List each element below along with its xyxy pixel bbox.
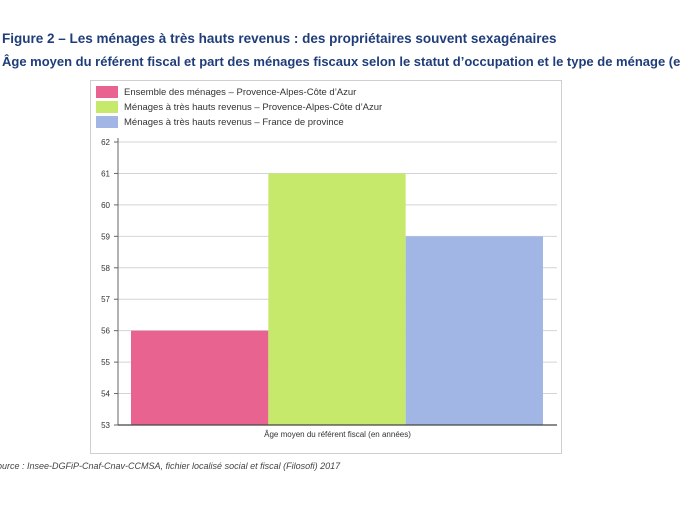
bar [131, 330, 269, 425]
y-tick-label: 53 [101, 421, 110, 430]
legend-item-hauts-revenus-province: Ménages à très hauts revenus – France de… [96, 115, 382, 129]
y-tick-label: 54 [101, 390, 110, 399]
bar [268, 173, 406, 425]
legend: Ensemble des ménages – Provence-Alpes-Cô… [96, 85, 382, 130]
legend-item-hauts-revenus-paca: Ménages à très hauts revenus – Provence-… [96, 100, 382, 114]
y-tick-label: 59 [101, 232, 110, 241]
y-tick-label: 58 [101, 264, 110, 273]
legend-item-ensemble: Ensemble des ménages – Provence-Alpes-Cô… [96, 85, 382, 99]
axes: 53 54 55 56 57 58 59 60 61 62 Âge moyen du référen… [101, 138, 557, 439]
legend-swatch [96, 101, 118, 113]
y-tick-label: 55 [101, 358, 110, 367]
x-category-label: Âge moyen du référent fiscal (en années) [264, 430, 411, 439]
legend-label: Ensemble des ménages – Provence-Alpes-Cô… [124, 86, 357, 98]
y-tick-label: 57 [101, 295, 110, 304]
y-tick-label: 61 [101, 169, 110, 178]
legend-label: Ménages à très hauts revenus – Provence-… [124, 101, 383, 113]
y-tick-label: 60 [101, 201, 110, 210]
figure-subtitle: Âge moyen du référent fiscal et part des… [2, 54, 680, 69]
y-tick-label: 56 [101, 327, 110, 336]
bars [131, 173, 543, 425]
y-tick-label: 62 [101, 138, 110, 147]
legend-swatch [96, 86, 118, 98]
legend-label: Ménages à très hauts revenus – France de… [124, 116, 344, 128]
source-note: ource : Insee-DGFiP-Cnaf-Cnav-CCMSA, fic… [0, 461, 341, 471]
figure-title: Figure 2 – Les ménages à très hauts reve… [2, 31, 557, 46]
legend-swatch [96, 116, 118, 128]
bar [405, 236, 543, 425]
